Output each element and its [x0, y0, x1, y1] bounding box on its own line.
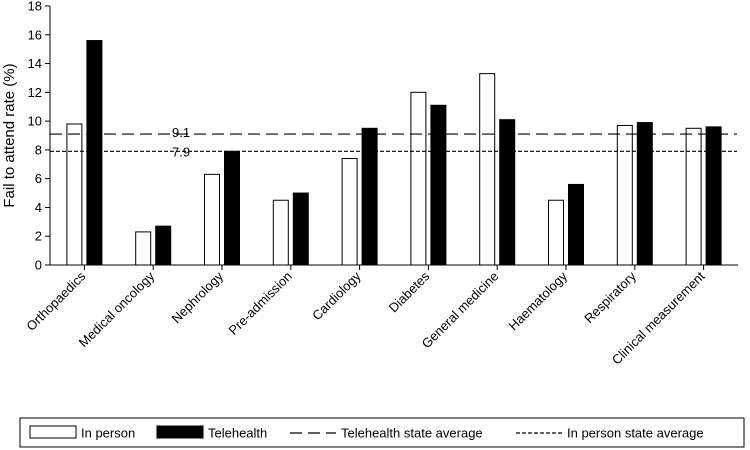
y-tick-label: 6: [35, 171, 42, 186]
bar-in-person: [548, 199, 564, 266]
bar-telehealth: [86, 40, 103, 266]
bar-in-person: [204, 173, 220, 266]
bar-telehealth: [430, 104, 447, 266]
legend-label-telehealth-average: Telehealth state average: [341, 426, 483, 441]
y-tick-label: 2: [35, 229, 42, 244]
y-tick-label: 0: [35, 258, 42, 273]
bar-in-person: [479, 73, 496, 266]
bar-in-person: [685, 127, 702, 266]
legend-label-telehealth: Telehealth: [208, 426, 267, 441]
legend-swatch-in-person: [29, 425, 77, 439]
y-tick-label: 18: [28, 0, 42, 14]
bar-telehealth: [568, 183, 584, 266]
legend-swatch-telehealth: [156, 425, 204, 439]
x-tick-label: Diabetes: [386, 268, 433, 315]
y-tick-label: 4: [35, 200, 42, 215]
bar-telehealth: [292, 192, 309, 266]
bar-telehealth: [361, 127, 378, 266]
telehealth-average-label: 9.1: [172, 125, 190, 140]
y-tick-label: 12: [28, 85, 42, 100]
bar-telehealth: [155, 225, 172, 266]
legend-label-in-person: In person: [81, 426, 135, 441]
bar-in-person: [341, 158, 358, 266]
y-tick-label: 16: [28, 27, 42, 42]
x-tick-label: Medical oncology: [76, 268, 158, 350]
x-tick-label: General medicine: [419, 269, 502, 352]
x-tick-label: Haematology: [505, 268, 570, 333]
bar-in-person: [272, 199, 289, 266]
x-tick-label: Pre-admission: [226, 269, 295, 338]
x-tick-label: Respiratory: [581, 268, 639, 326]
bar-in-person: [66, 123, 83, 266]
bar-in-person: [135, 231, 152, 266]
legend-box: [19, 417, 745, 448]
in-person-average-label: 7.9: [172, 144, 190, 159]
x-tick-label: Cardiology: [309, 268, 364, 323]
y-axis-title: Fail to attend rate (%): [1, 63, 18, 207]
y-tick-label: 8: [35, 142, 42, 157]
bar-telehealth: [705, 126, 722, 266]
legend-label-in-person-average: In person state average: [567, 426, 704, 441]
legend: In person Telehealth Telehealth state aver…: [19, 417, 745, 448]
x-tick-label: Nephrology: [168, 268, 226, 326]
bar-in-person: [410, 91, 427, 266]
y-axis: 0 2 4 6 8 10 12 14 16 18: [28, 0, 51, 273]
x-tick-label: Orthopaedics: [23, 268, 89, 334]
bar-telehealth: [224, 150, 240, 266]
y-tick-label: 14: [28, 56, 42, 71]
bars: [66, 40, 722, 266]
bar-in-person: [616, 124, 633, 266]
bar-telehealth: [636, 122, 653, 266]
bar-telehealth: [499, 119, 516, 266]
reference-lines: 9.17.9: [50, 125, 737, 159]
y-tick-label: 10: [28, 114, 42, 129]
